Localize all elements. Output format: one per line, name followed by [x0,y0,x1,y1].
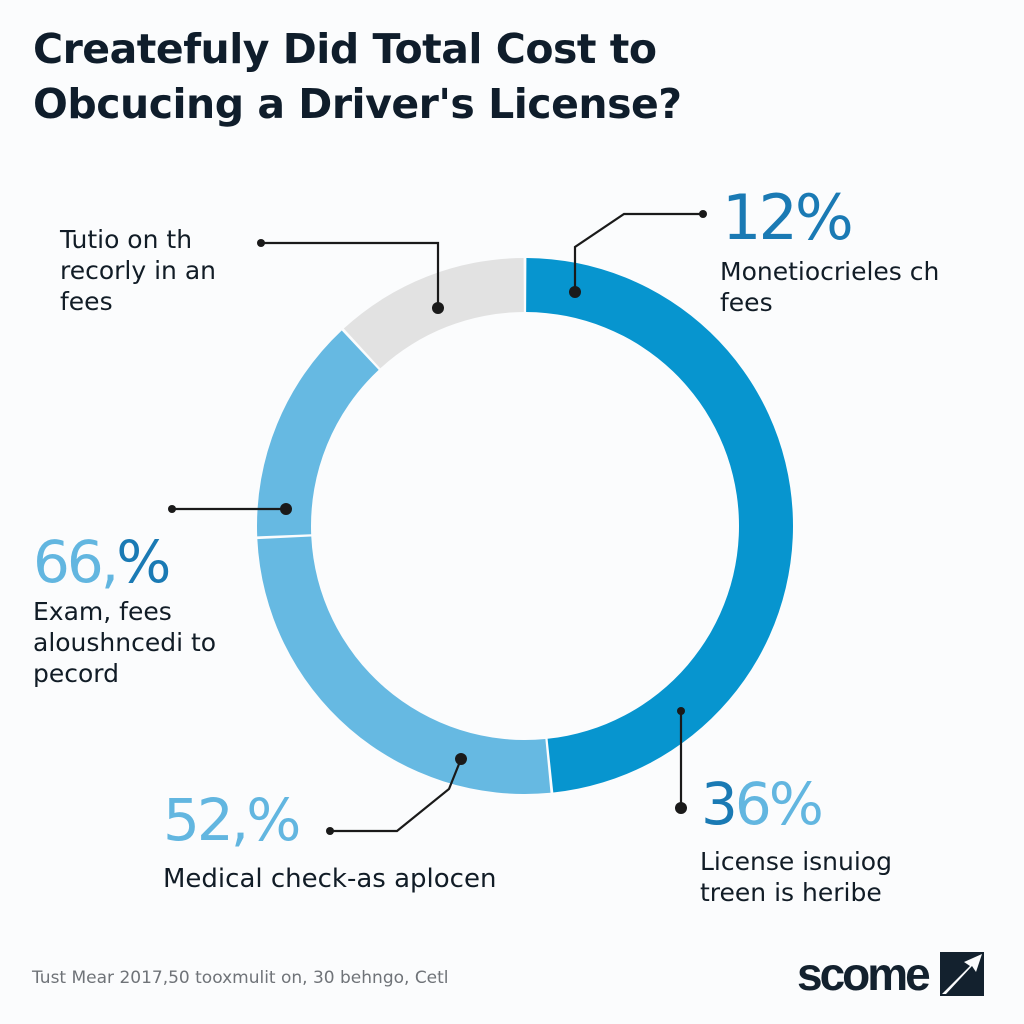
leader-medical-start-dot [326,827,334,835]
callout-tuition-desc: Tutio on th recorly in an fees [60,224,216,317]
callout-exam-desc: Exam, fees aloushncedi to pecord [33,596,216,689]
pct-part: 52,% [163,786,301,854]
leader-tuition-start-dot [257,239,265,247]
callout-monetiocrieles-line: fees [720,288,773,317]
callout-medical-pct: 52,% [163,790,301,850]
leader-medical-end-dot [455,753,467,765]
callout-license-line: License isnuiog [700,847,892,876]
callout-medical-desc: Medical check-as aplocen [163,864,496,895]
leader-exam-start-dot [168,505,176,513]
callout-tuition-line: Tutio on th [60,225,193,254]
brand-logo: scome [797,951,984,997]
leader-monetiocrieles-line [573,212,703,292]
donut-segment-monetiocrieles [526,258,794,793]
footnote: Tust Mear 2017,50 tooxmulit on, 30 behng… [32,968,449,988]
callout-monetiocrieles-line: Monetiocrieles ch [720,257,940,286]
leader-tuition [257,239,444,314]
pct-part: % [116,528,171,596]
leader-monetiocrieles-end-dot [569,286,581,298]
leader-monetiocrieles-start-dot [699,210,707,218]
leader-exam-end-dot [280,503,292,515]
callout-exam-line: pecord [33,659,119,688]
callout-tuition-line: recorly in an [60,256,217,285]
callout-medical-line: Medical check-as aplocen [163,864,497,894]
donut-segment-medical [257,536,551,794]
logo-text: scome [797,948,931,1000]
leader-medical-line [330,758,463,833]
callout-exam-line: aloushncedi to [33,628,217,657]
leader-lines [168,210,707,835]
leader-license [675,707,687,814]
callout-exam-line: Exam, fees [33,597,172,626]
trend-arrow-icon [939,952,984,996]
donut-segment-tuition [343,258,524,369]
callout-license-pct: 36% [701,774,824,834]
callout-monetiocrieles-pct: 12% [722,187,854,249]
pct-part: 12% [722,181,854,254]
title-line-2: Obcucing a Driver's License? [33,80,682,128]
pct-part: 66, [33,528,119,596]
pct-part: 3 [701,770,738,838]
leader-license-start-dot [677,707,685,715]
leader-monetiocrieles [569,210,707,298]
leader-tuition-line [261,241,440,308]
callout-tuition-line: fees [60,287,113,316]
callout-monetiocrieles-desc: Monetiocrieles ch fees [720,256,939,318]
callout-license-desc: License isnuiog treen is heribe [700,846,892,908]
callout-exam-pct: 66,% [33,532,171,592]
title-line-1: Createfuly Did Total Cost to [33,25,657,73]
leader-tuition-end-dot [432,302,444,314]
chart-title: Createfuly Did Total Cost to Obcucing a … [33,22,682,132]
leader-medical [326,753,467,835]
donut-segments [257,258,794,794]
leader-license-end-dot [675,802,687,814]
leader-exam [168,503,292,515]
donut-segment-exam [257,330,379,537]
pct-part: 6% [734,770,824,838]
callout-license-line: treen is heribe [700,878,882,907]
